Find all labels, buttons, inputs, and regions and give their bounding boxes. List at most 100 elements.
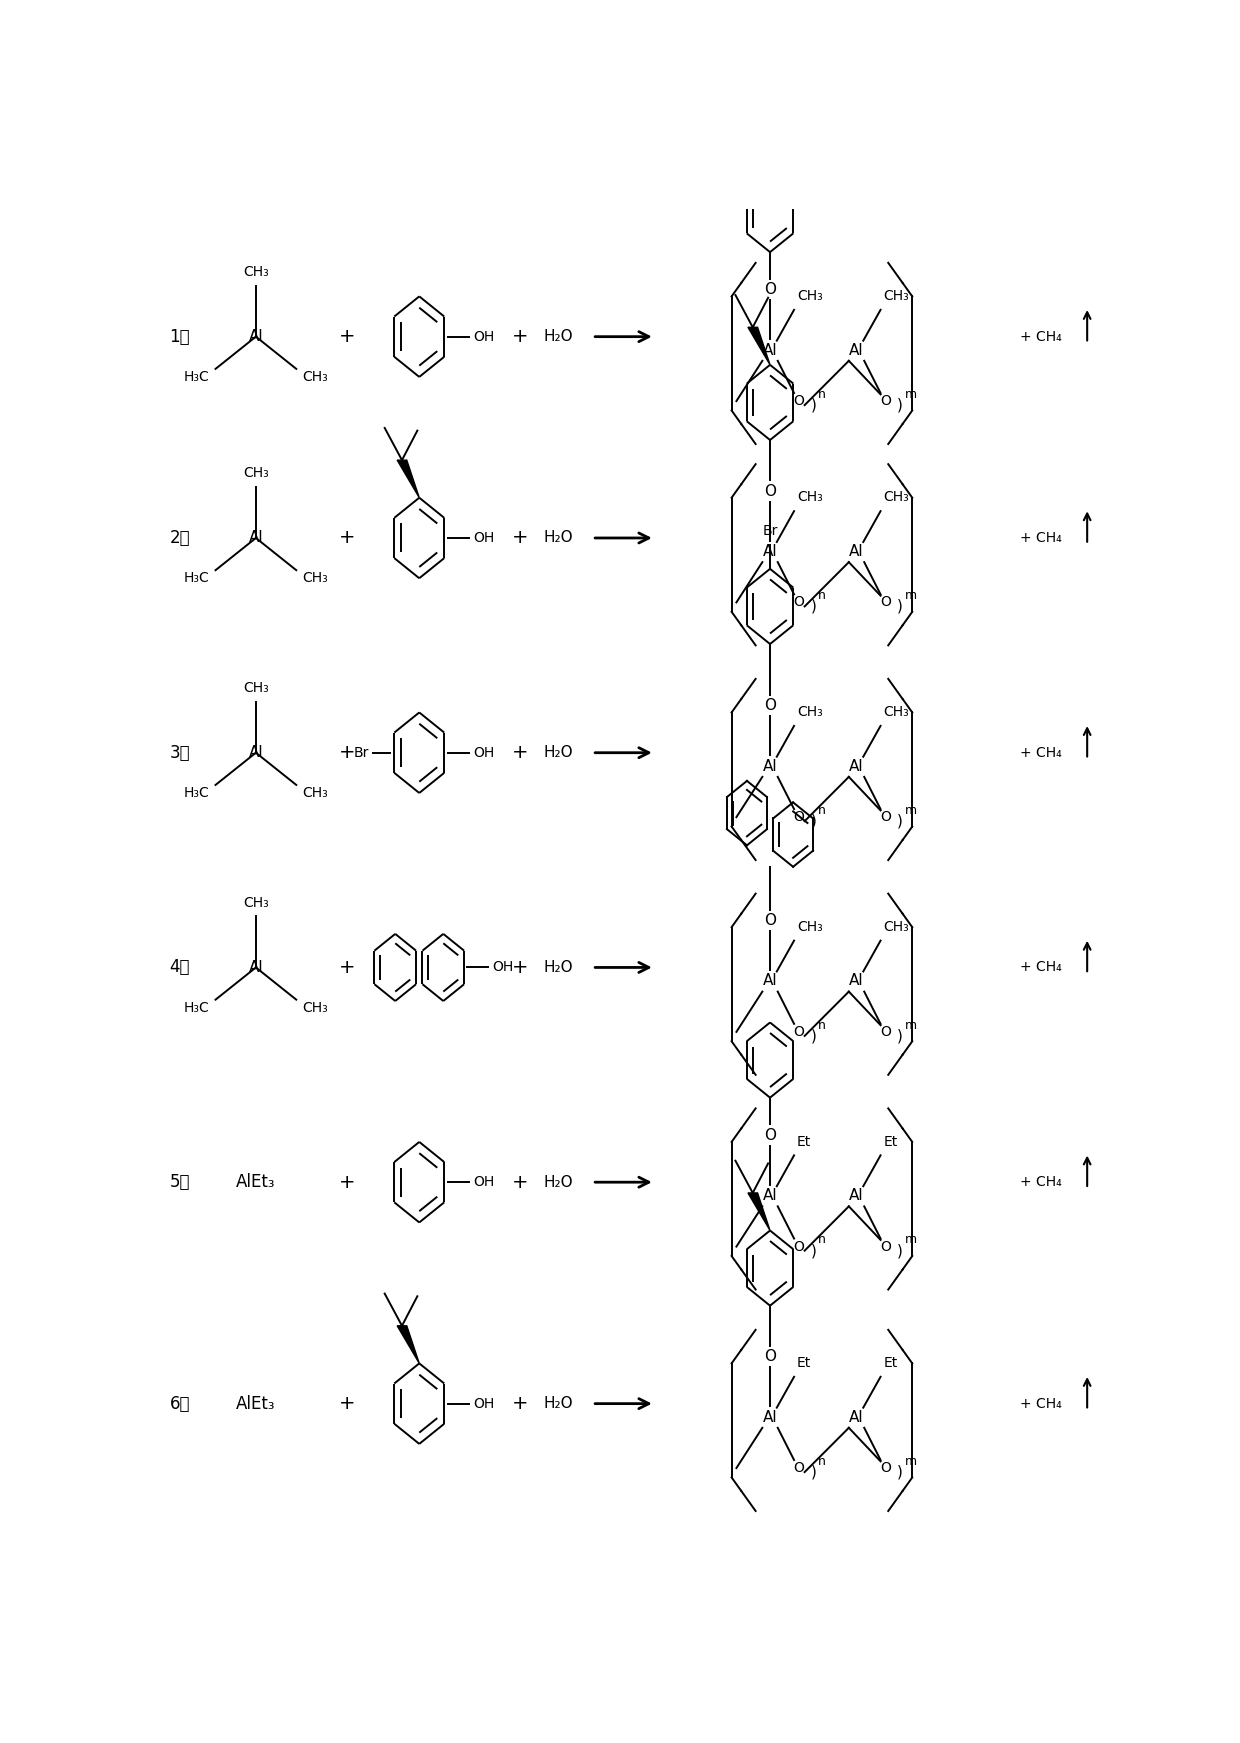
Text: n: n [818, 389, 826, 401]
Text: Al: Al [849, 1410, 864, 1424]
Text: CH₃: CH₃ [883, 289, 909, 303]
Text: ): ) [897, 600, 903, 614]
Text: H₃C: H₃C [184, 1000, 210, 1014]
Text: CH₃: CH₃ [883, 920, 909, 934]
Text: Al: Al [763, 973, 777, 988]
Text: ): ) [811, 600, 816, 614]
Text: OH: OH [474, 1175, 495, 1189]
Text: n: n [818, 1455, 826, 1468]
Text: ): ) [811, 397, 816, 413]
Text: CH₃: CH₃ [303, 572, 327, 586]
Text: m: m [905, 1455, 916, 1468]
Text: O: O [794, 810, 805, 824]
Text: Br: Br [763, 525, 777, 539]
Text: ): ) [897, 1464, 903, 1480]
Text: CH₃: CH₃ [243, 265, 269, 279]
Text: CH₃: CH₃ [243, 682, 269, 695]
Text: Al: Al [763, 343, 777, 357]
Text: O: O [794, 394, 805, 408]
Text: AlEt₃: AlEt₃ [236, 1173, 275, 1190]
Text: 4、: 4、 [170, 959, 190, 976]
Text: CH₃: CH₃ [883, 706, 909, 720]
Text: 6、: 6、 [170, 1394, 190, 1412]
Text: +: + [512, 743, 528, 762]
Text: Et: Et [883, 1135, 898, 1149]
Text: O: O [880, 1025, 890, 1039]
Polygon shape [397, 460, 419, 498]
Text: CH₃: CH₃ [303, 1000, 327, 1014]
Text: Al: Al [763, 544, 777, 560]
Text: O: O [794, 1461, 805, 1475]
Text: O: O [764, 1128, 776, 1143]
Polygon shape [397, 1326, 419, 1363]
Text: Al: Al [849, 1189, 864, 1203]
Text: ): ) [811, 1028, 816, 1044]
Text: H₂O: H₂O [544, 1175, 573, 1190]
Text: n: n [818, 1018, 826, 1032]
Text: H₂O: H₂O [544, 329, 573, 343]
Text: O: O [794, 1239, 805, 1253]
Text: + CH₄: + CH₄ [1019, 329, 1061, 343]
Text: Al: Al [248, 329, 263, 343]
Text: + CH₄: + CH₄ [1019, 960, 1061, 974]
Text: m: m [905, 804, 916, 817]
Text: H₃C: H₃C [184, 786, 210, 800]
Text: m: m [905, 389, 916, 401]
Text: 1、: 1、 [170, 328, 190, 345]
Text: 5、: 5、 [170, 1173, 190, 1190]
Text: n: n [818, 804, 826, 817]
Text: H₂O: H₂O [544, 1396, 573, 1412]
Text: 3、: 3、 [170, 744, 190, 762]
Text: ): ) [897, 397, 903, 413]
Text: H₃C: H₃C [184, 370, 210, 383]
Text: +: + [512, 959, 528, 978]
Text: Br: Br [353, 746, 370, 760]
Text: ): ) [811, 1464, 816, 1480]
Text: Al: Al [849, 544, 864, 560]
Polygon shape [748, 1192, 770, 1231]
Text: ): ) [897, 814, 903, 828]
Text: n: n [818, 589, 826, 601]
Text: + CH₄: + CH₄ [1019, 1396, 1061, 1410]
Text: Al: Al [763, 1189, 777, 1203]
Text: ): ) [897, 1028, 903, 1044]
Text: Al: Al [849, 758, 864, 774]
Text: O: O [764, 483, 776, 498]
Text: H₂O: H₂O [544, 530, 573, 546]
Text: m: m [905, 1018, 916, 1032]
Text: +: + [339, 1394, 356, 1414]
Text: O: O [880, 596, 890, 610]
Text: +: + [512, 1173, 528, 1192]
Text: CH₃: CH₃ [303, 370, 327, 383]
Text: ): ) [811, 814, 816, 828]
Text: H₃C: H₃C [184, 572, 210, 586]
Text: +: + [339, 328, 356, 347]
Text: +: + [339, 528, 356, 547]
Text: CH₃: CH₃ [797, 289, 822, 303]
Text: + CH₄: + CH₄ [1019, 532, 1061, 546]
Text: H₂O: H₂O [544, 960, 573, 974]
Text: CH₃: CH₃ [797, 490, 822, 504]
Text: O: O [880, 1239, 890, 1253]
Text: CH₃: CH₃ [243, 467, 269, 481]
Text: Al: Al [849, 343, 864, 357]
Text: OH: OH [474, 746, 495, 760]
Text: Al: Al [849, 973, 864, 988]
Text: CH₃: CH₃ [303, 786, 327, 800]
Text: Al: Al [763, 1410, 777, 1424]
Text: O: O [880, 1461, 890, 1475]
Text: O: O [764, 1349, 776, 1365]
Text: ): ) [897, 1243, 903, 1258]
Text: O: O [764, 913, 776, 927]
Text: OH: OH [474, 1396, 495, 1410]
Text: +: + [339, 959, 356, 978]
Text: O: O [764, 699, 776, 713]
Text: OH: OH [474, 329, 495, 343]
Text: O: O [764, 282, 776, 298]
Text: + CH₄: + CH₄ [1019, 746, 1061, 760]
Text: CH₃: CH₃ [797, 920, 822, 934]
Text: OH: OH [492, 960, 513, 974]
Text: Al: Al [763, 758, 777, 774]
Text: O: O [794, 1025, 805, 1039]
Text: Al: Al [248, 960, 263, 974]
